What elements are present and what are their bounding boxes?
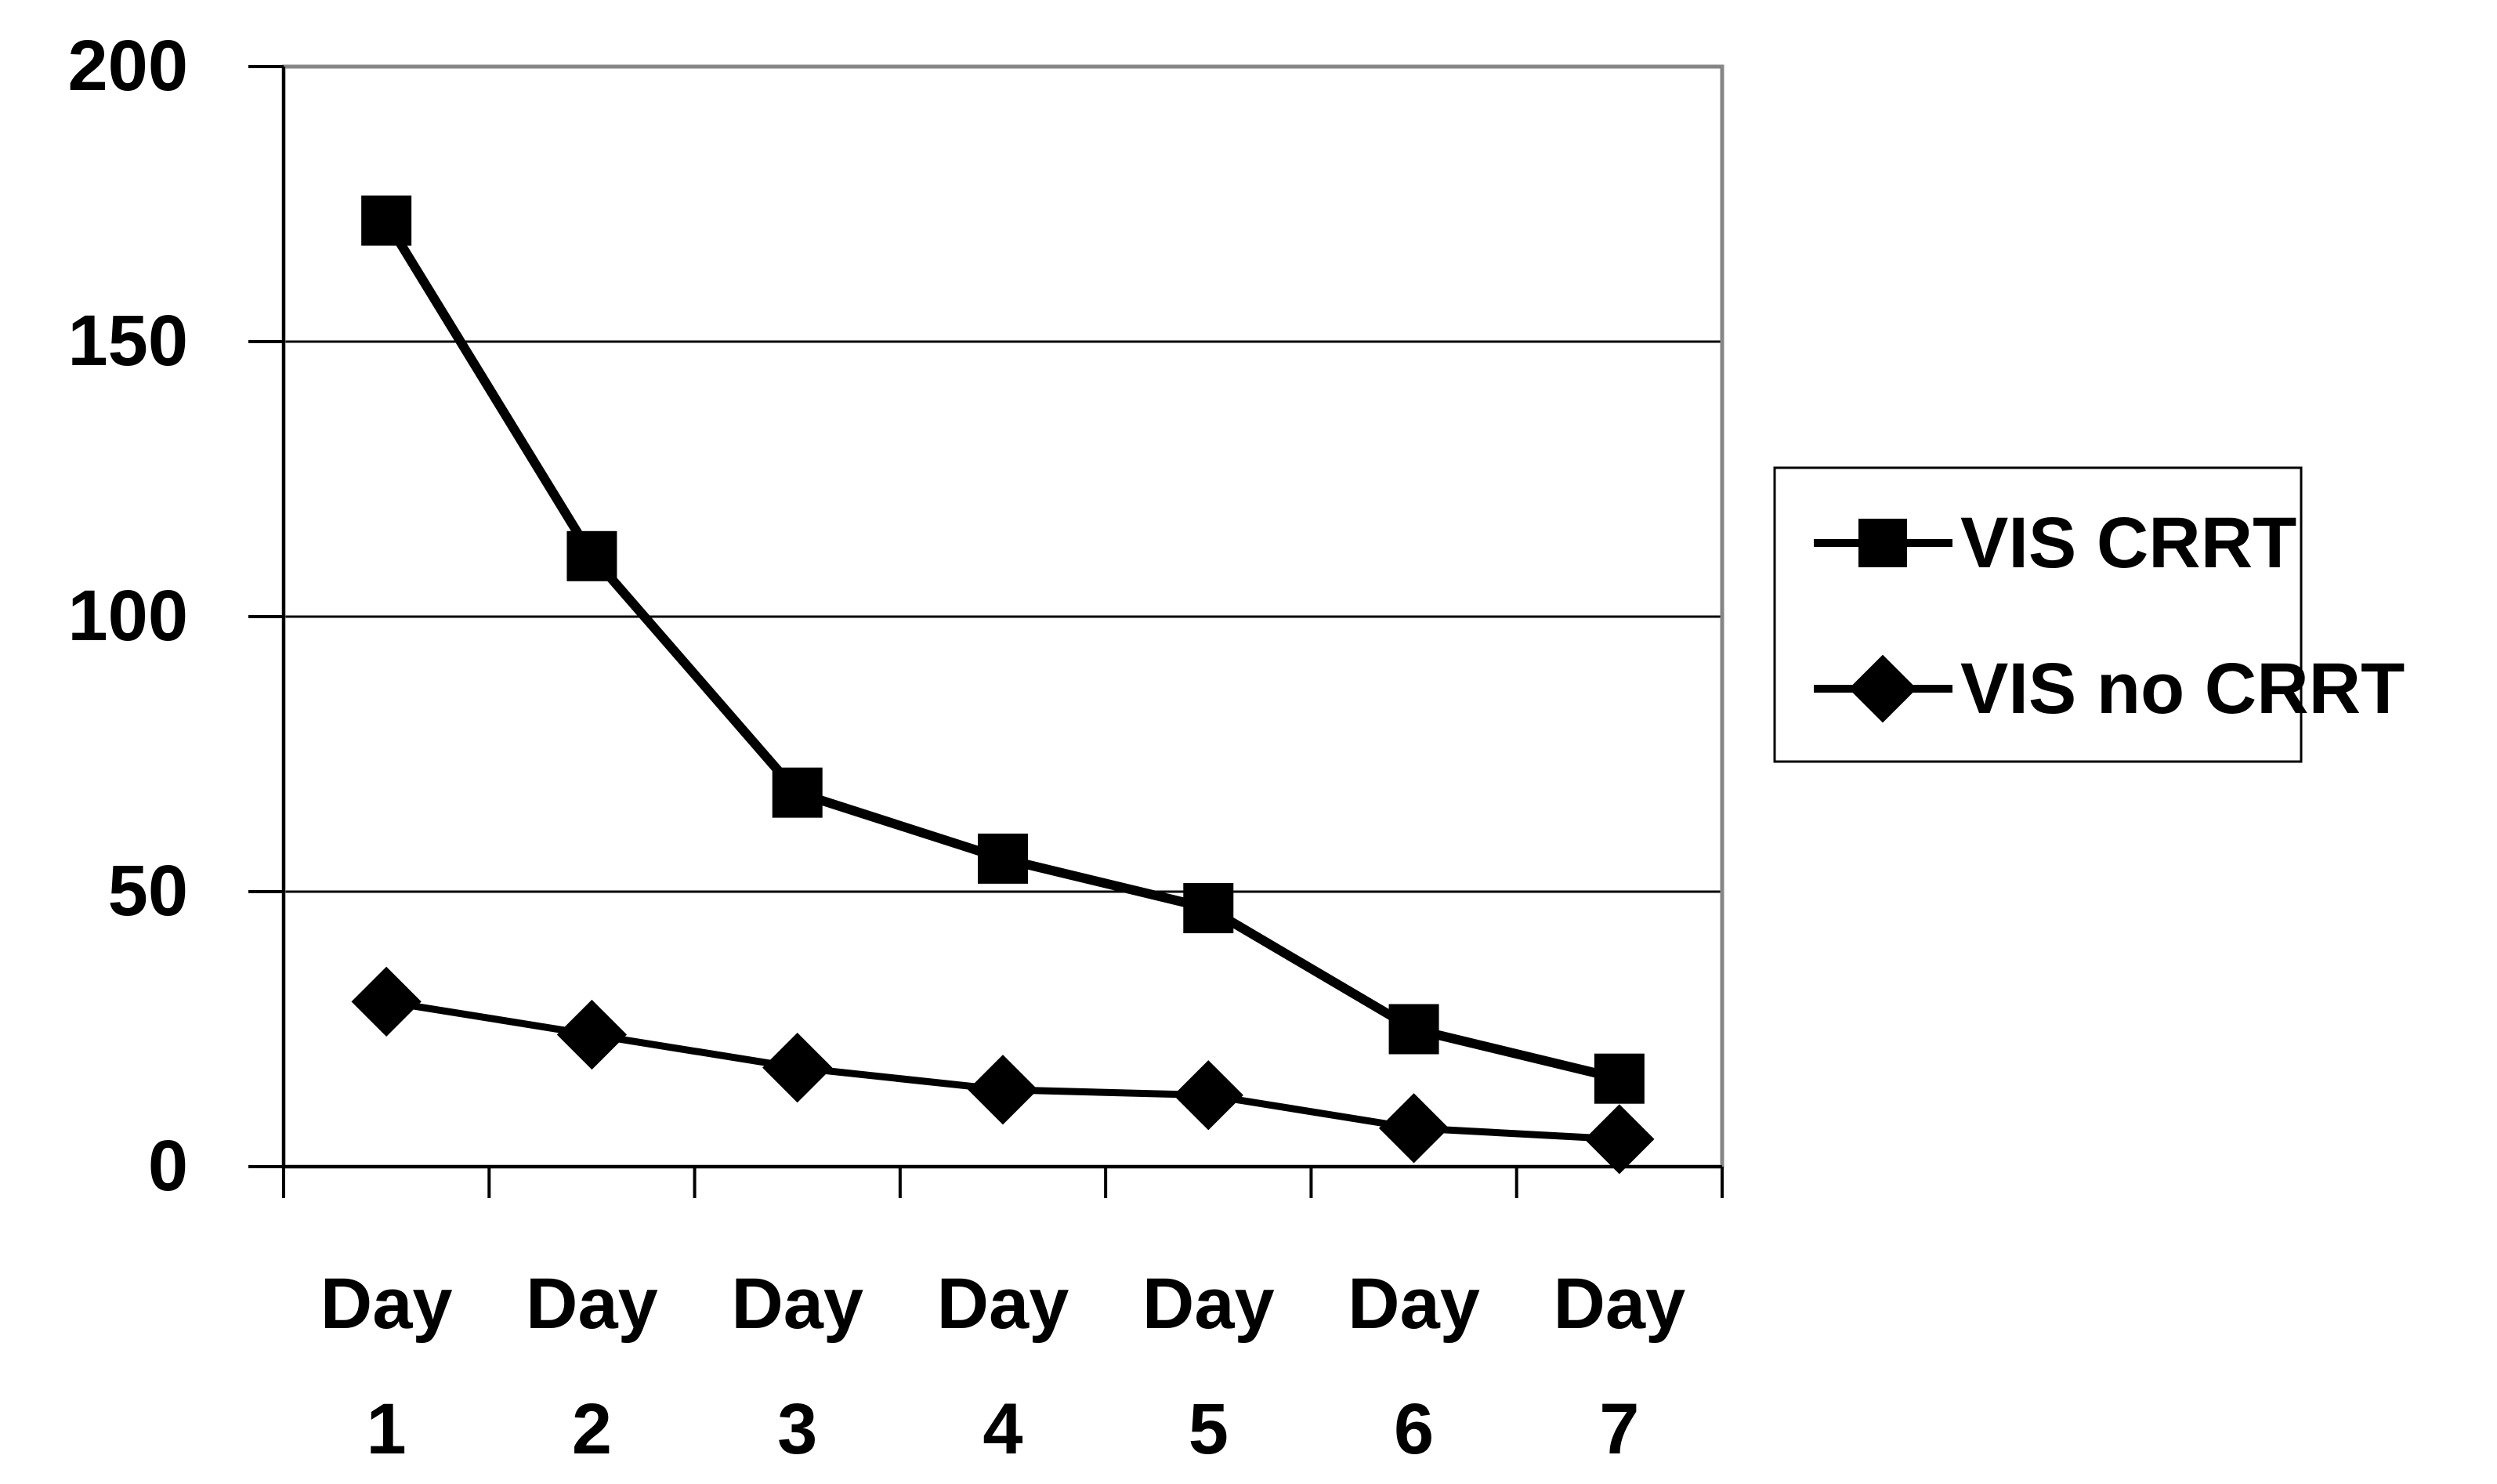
series-1 bbox=[361, 195, 1645, 1104]
data-point bbox=[566, 530, 617, 581]
legend-label: VIS CRRT bbox=[1960, 503, 2296, 583]
data-point bbox=[361, 195, 412, 246]
x-tick-label: Day 3 bbox=[731, 1264, 863, 1469]
data-point bbox=[1378, 1093, 1449, 1164]
data-point bbox=[351, 966, 422, 1037]
data-point bbox=[1183, 883, 1234, 934]
data-point bbox=[1594, 1053, 1645, 1104]
x-tick-label: Day 6 bbox=[1348, 1264, 1480, 1469]
series bbox=[351, 195, 1655, 1175]
x-tick-label: Day 1 bbox=[320, 1264, 453, 1469]
data-point bbox=[1584, 1104, 1655, 1175]
legend-marker bbox=[1848, 654, 1917, 723]
data-point bbox=[968, 1055, 1038, 1125]
legend-entry: VIS CRRT bbox=[1814, 503, 2296, 583]
legend-label: VIS no CRRT bbox=[1960, 649, 2405, 729]
series-2 bbox=[351, 966, 1655, 1175]
legend-entry: VIS no CRRT bbox=[1814, 649, 2405, 729]
y-tick-label: 100 bbox=[68, 576, 189, 656]
x-tick-label: Day 2 bbox=[526, 1264, 658, 1469]
data-point bbox=[772, 767, 823, 818]
legend: VIS CRRT VIS no CRRT bbox=[1773, 466, 2405, 763]
data-point bbox=[762, 1033, 833, 1103]
x-tick-label: Day 7 bbox=[1553, 1264, 1685, 1469]
x-tick-label: Day 4 bbox=[937, 1264, 1069, 1469]
data-point bbox=[1388, 1004, 1439, 1055]
y-axis-tick-labels: 0 50 100 150 200 bbox=[68, 26, 189, 1206]
data-point bbox=[978, 833, 1028, 884]
y-tick-label: 50 bbox=[108, 851, 188, 931]
x-axis-tick-labels: Day 1 Day 2 Day 3 Day 4 Day 5 Day 6 Day 7 bbox=[320, 1264, 1685, 1469]
axes bbox=[248, 65, 1724, 1198]
x-tick-label: Day 5 bbox=[1142, 1264, 1275, 1469]
gridlines bbox=[284, 340, 1722, 893]
y-tick-label: 0 bbox=[148, 1126, 188, 1206]
y-tick-label: 150 bbox=[68, 301, 189, 381]
legend-marker bbox=[1858, 519, 1907, 567]
y-tick-label: 200 bbox=[68, 26, 189, 106]
legend-box bbox=[1773, 466, 2303, 763]
data-point bbox=[1173, 1060, 1243, 1131]
data-point bbox=[556, 999, 628, 1070]
